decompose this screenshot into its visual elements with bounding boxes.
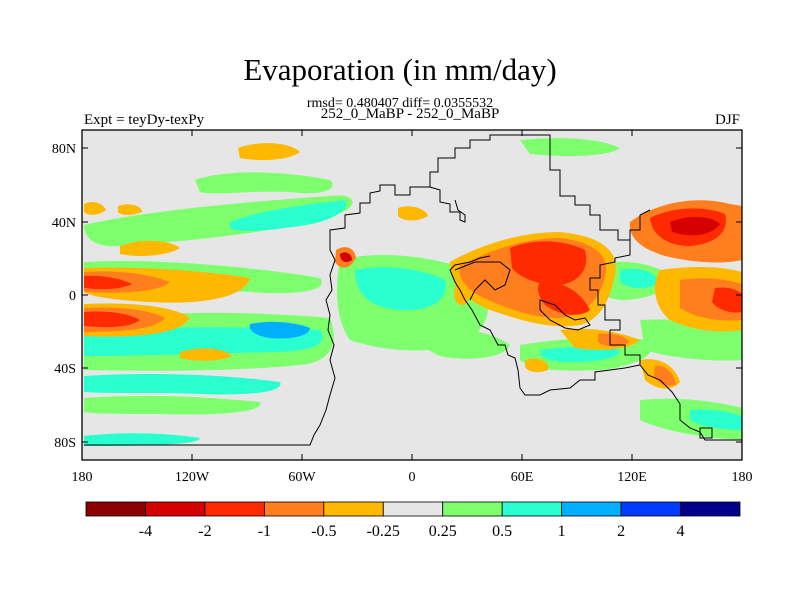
colorbar-swatch <box>382 501 444 517</box>
colorbar: -4 -2 -1 -0.5 -0.25 0.25 0.5 1 2 4 <box>85 501 741 540</box>
colorbar-label: -0.25 <box>367 523 400 540</box>
coastlines <box>84 134 742 446</box>
contour-negative-s-africa-core <box>598 333 630 347</box>
y-tick-labels: 80N 40N 0 40S 80S <box>52 142 76 451</box>
x-tick-60e: 60E <box>511 470 534 485</box>
contour-positive-s-ocean <box>84 395 261 415</box>
contour-positive-nw-pacific <box>195 172 333 194</box>
coastline-inner-sea <box>454 261 511 301</box>
contour-positive-e-asia-core <box>620 268 660 288</box>
contour-positive-sw <box>84 433 200 446</box>
plot-subtitle: 252_0_MaBP - 252_0_MaBP <box>320 106 500 122</box>
contour-negative-pangea-red2 <box>537 281 590 315</box>
evaporation-contours <box>84 138 742 446</box>
stats-line: rmsd= 0.480407 diff= 0.0355532 <box>306 96 494 111</box>
x-tick-60w: 60W <box>288 470 316 485</box>
contour-positive-atlantic-core <box>355 267 446 311</box>
colorbar-swatch <box>442 501 503 517</box>
x-axis-ticks <box>81 130 743 460</box>
contour-positive-se-core <box>690 409 742 430</box>
contour-negative-n-pacific <box>120 240 180 256</box>
colorbar-label: 2 <box>617 523 625 540</box>
colorbar-swatch <box>263 501 325 517</box>
y-axis-ticks <box>82 147 742 443</box>
coastline-s-pangea <box>639 364 742 441</box>
contour-positive-atlantic-s <box>419 328 510 359</box>
contour-positive-s-pacific-blue <box>249 321 310 339</box>
colorbar-label: 0.5 <box>492 523 512 540</box>
x-tick-180w: 180 <box>72 470 93 485</box>
colorbar-label: -2 <box>198 523 211 540</box>
contour-negative-nw-small2 <box>118 204 142 215</box>
contour-negative-arctic <box>238 143 300 160</box>
colorbar-swatch <box>620 501 681 517</box>
coastline-se-island <box>699 427 713 439</box>
y-tick-0: 0 <box>69 289 76 304</box>
contour-positive-arctic <box>520 138 620 156</box>
x-tick-labels: 180 120W 60W 0 60E 120E 180 <box>72 470 753 485</box>
colorbar-label: -1 <box>258 523 271 540</box>
x-tick-0: 0 <box>409 470 416 485</box>
experiment-label: Expt = teyDy-texPy <box>84 112 205 128</box>
y-tick-40s: 40S <box>54 362 76 377</box>
season-label: DJF <box>714 112 740 128</box>
x-tick-120w: 120W <box>175 470 210 485</box>
contour-negative-pangea-red <box>510 241 587 286</box>
contour-negative-s-panthalassa-core <box>654 365 676 386</box>
colorbar-swatch <box>85 501 146 517</box>
colorbar-swatch <box>145 501 206 517</box>
contour-positive-s-pacific-lower <box>84 374 281 395</box>
coastline-tethys-gulf <box>539 299 591 331</box>
colorbar-label: 0.25 <box>429 523 457 540</box>
colorbar-label: 4 <box>677 523 685 540</box>
y-tick-80s: 80S <box>54 436 76 451</box>
coastline-n-inlet <box>429 186 466 223</box>
x-tick-180e: 180 <box>732 470 753 485</box>
contour-negative-nw-small1 <box>84 202 106 215</box>
x-tick-120e: 120E <box>617 470 647 485</box>
y-tick-40n: 40N <box>52 216 76 231</box>
colorbar-swatch <box>204 501 265 517</box>
y-tick-80n: 80N <box>52 142 76 157</box>
contour-positive-indian-core <box>540 347 620 362</box>
contour-positive-n-pacific-core <box>230 200 347 232</box>
contour-negative-e-panthalassa-red <box>712 287 742 313</box>
contour-negative-c-pacific-red <box>84 275 132 290</box>
colorbar-label: -0.5 <box>311 523 336 540</box>
contour-negative-s-pacific-lower <box>180 348 232 361</box>
plot-title: Evaporation (in mm/day) <box>243 52 557 87</box>
coastline-pangea-north <box>329 134 651 250</box>
coastline-pangea-west <box>84 249 336 446</box>
colorbar-label: 1 <box>558 523 566 540</box>
contour-negative-n-america-core <box>340 252 352 262</box>
contour-negative-e-tethys-dark <box>670 216 720 236</box>
colorbar-swatch <box>501 501 563 517</box>
colorbar-label: -4 <box>139 523 152 540</box>
coastline-pangea-east <box>449 240 641 396</box>
contour-negative-s-pacific-red <box>84 311 140 328</box>
contour-negative-n-atlantic <box>398 206 428 221</box>
colorbar-swatch <box>323 501 384 517</box>
colorbar-swatch <box>561 501 622 517</box>
colorbar-swatch <box>680 501 741 517</box>
contour-negative-s-small <box>525 358 549 373</box>
